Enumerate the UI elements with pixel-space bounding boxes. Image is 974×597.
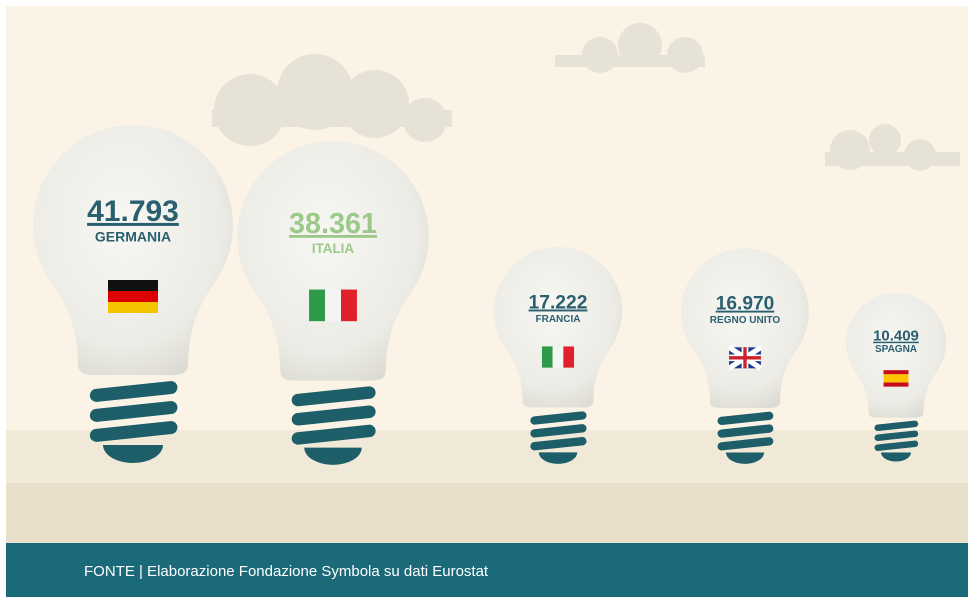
footer [6, 543, 968, 597]
flag [108, 302, 158, 313]
flag [108, 280, 158, 291]
bulb-screw [717, 437, 774, 451]
bulb-screw [874, 430, 919, 441]
bulb-screw [717, 424, 774, 438]
bulb-screw [874, 440, 919, 451]
bulb-glass [237, 141, 429, 381]
bulb-screw [89, 421, 178, 442]
value-label: 10.409 [873, 328, 919, 345]
value-label: 38.361 [289, 208, 377, 240]
flag [563, 346, 575, 368]
bulb-tip [304, 447, 362, 465]
ground [6, 430, 968, 483]
flag [340, 289, 357, 322]
flag [108, 291, 158, 302]
bulb-screw [530, 411, 587, 425]
value-label: 41.793 [87, 195, 179, 228]
flag [883, 370, 909, 375]
category-label: ITALIA [312, 241, 355, 256]
ground-front [6, 483, 968, 543]
bulb-tip [881, 452, 911, 462]
value-label: 17.222 [529, 293, 588, 314]
bulb-glass [846, 292, 946, 418]
flag [309, 289, 326, 322]
flag [541, 346, 553, 368]
flag [552, 346, 564, 368]
bulb-screw [874, 420, 919, 431]
bulb-screw [717, 411, 774, 425]
clouds [212, 23, 960, 171]
source: FONTE | Elaborazione Fondazione Symbola … [84, 563, 489, 580]
bulb-screw [530, 424, 587, 438]
bulb-screw [89, 401, 178, 422]
category-label: FRANCIA [536, 314, 581, 325]
bulb-screw [291, 424, 376, 445]
bulb-screw [291, 405, 376, 426]
value-label: 16.970 [716, 294, 774, 315]
flag [883, 374, 909, 383]
flag [883, 382, 909, 387]
bulb-tip [725, 452, 765, 464]
bulb-screw [291, 386, 376, 407]
bulb-glass [493, 246, 623, 408]
bulb-glass [681, 248, 809, 408]
category-label: SPAGNA [875, 344, 917, 355]
category-label: REGNO UNITO [710, 315, 781, 326]
bulb-glass [32, 124, 234, 375]
bulb-tip [103, 445, 163, 463]
category-label: GERMANIA [95, 229, 171, 245]
bulb-screw [89, 381, 178, 402]
bulb-tip [538, 452, 578, 464]
bulb-screw [530, 436, 587, 451]
flag [729, 347, 761, 369]
flag [325, 289, 341, 322]
